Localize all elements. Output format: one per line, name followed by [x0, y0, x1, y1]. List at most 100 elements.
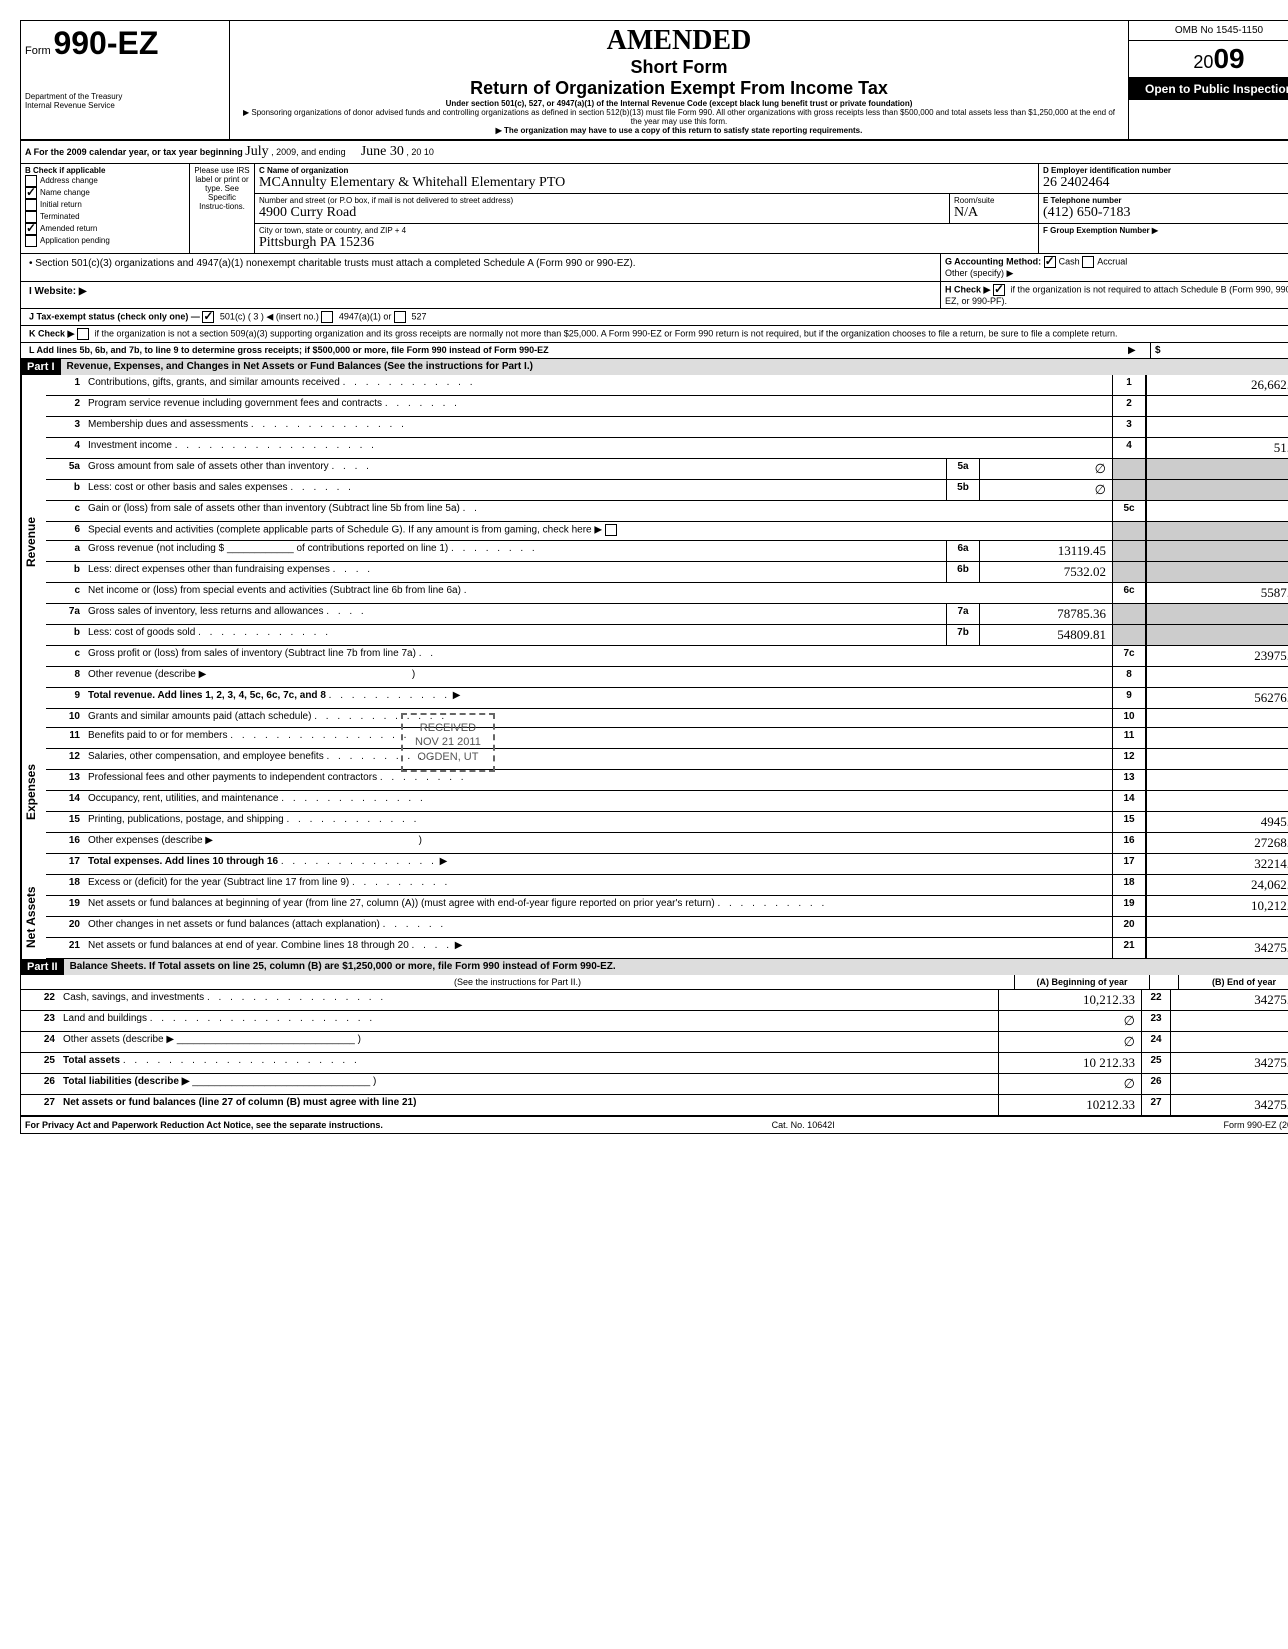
l6a-amt: 13119.45 [979, 541, 1112, 561]
part1-title: Revenue, Expenses, and Changes in Net As… [61, 359, 1288, 375]
l17-amt: 32214.01 [1146, 854, 1288, 874]
l2-desc: Program service revenue including govern… [88, 398, 382, 409]
part1-header-row: Part I Revenue, Expenses, and Changes in… [21, 359, 1288, 375]
received-stamp: RECEIVED NOV 21 2011 OGDEN, UT [401, 713, 495, 772]
cb-h[interactable] [993, 284, 1005, 296]
j-501c: 501(c) ( 3 ) ◀ (insert no.) [220, 311, 319, 321]
footer-left: For Privacy Act and Paperwork Reduction … [25, 1120, 383, 1130]
l8-amt: ∅ [1146, 667, 1288, 687]
footer-right: Form 990-EZ (2009) [1223, 1120, 1288, 1130]
l14-amt: ∅ [1146, 791, 1288, 811]
stamp-l1: RECEIVED [415, 721, 481, 735]
line-a-end: June 30 [361, 144, 404, 159]
part2-header-row: Part II Balance Sheets. If Total assets … [21, 959, 1288, 975]
cb-cash[interactable] [1044, 256, 1056, 268]
cb-k[interactable] [77, 328, 89, 340]
k-text: if the organization is not a section 509… [94, 328, 1117, 338]
e-label: E Telephone number [1043, 196, 1122, 205]
return-title: Return of Organization Exempt From Incom… [238, 78, 1120, 99]
l12-amt: ∅ [1146, 749, 1288, 769]
l5a-desc: Gross amount from sale of assets other t… [88, 461, 329, 472]
part2-label: Part II [21, 959, 64, 975]
cb-gaming[interactable] [605, 524, 617, 536]
line-a-year: , 20 10 [406, 147, 434, 157]
please-use-label: Please use IRS label or print or type. S… [190, 164, 255, 253]
cb-accrual[interactable] [1082, 256, 1094, 268]
phone: (412) 650-7183 [1043, 205, 1288, 221]
l7a-desc: Gross sales of inventory, less returns a… [88, 606, 323, 617]
l5c-amt: ∅ [1146, 501, 1288, 521]
l16-desc: Other expenses (describe ▶ [88, 835, 213, 846]
cb-application-pending[interactable] [25, 235, 37, 247]
l21-amt: 34275.05 [1146, 938, 1288, 958]
l14-desc: Occupancy, rent, utilities, and maintena… [88, 793, 278, 804]
cb-4947[interactable] [321, 311, 333, 323]
l-arrow: ▶ [1126, 343, 1150, 358]
b23-b: ∅ [1170, 1011, 1288, 1031]
org-street: 4900 Curry Road [259, 205, 945, 221]
subtitle2: ▶ Sponsoring organizations of donor advi… [238, 108, 1120, 126]
tax-exempt-row: J Tax-exempt status (check only one) — 5… [21, 309, 1288, 326]
l9-amt: 56276.73 [1146, 688, 1288, 708]
l9-desc: Total revenue. Add lines 1, 2, 3, 4, 5c,… [88, 690, 326, 701]
b-item-2: Initial return [40, 200, 82, 209]
line-a-label: A For the 2009 calendar year, or tax yea… [25, 147, 243, 157]
b-item-3: Terminated [40, 212, 80, 221]
b-item-1: Name change [40, 188, 90, 197]
l11-amt: ∅ [1146, 728, 1288, 748]
b-item-0: Address change [40, 176, 98, 185]
c-name-label: C Name of organization [259, 166, 348, 175]
g-cash: Cash [1059, 256, 1080, 266]
form-number: 990-EZ [53, 25, 158, 61]
l1-amt: 26,662.61 [1146, 375, 1288, 395]
b27-b: 34275.05 [1170, 1095, 1288, 1115]
short-form-title: Short Form [631, 57, 728, 77]
b27-desc: Net assets or fund balances (line 27 of … [63, 1097, 416, 1108]
l6b-amt: 7532.02 [979, 562, 1112, 582]
l13-desc: Professional fees and other payments to … [88, 772, 377, 783]
line-l-row: L Add lines 5b, 6b, and 7b, to line 9 to… [21, 343, 1288, 359]
stamp-l3: OGDEN, UT [415, 750, 481, 764]
l19-amt: 10,212.33 [1146, 896, 1288, 916]
stamp-l2: NOV 21 2011 [415, 735, 481, 749]
b-item-5: Application pending [40, 236, 110, 245]
l16-amt: 27268.28 [1146, 833, 1288, 853]
line-a-mid: , 2009, and ending [271, 147, 346, 157]
b24-b: ∅ [1170, 1032, 1288, 1052]
org-city: Pittsburgh PA 15236 [259, 235, 1034, 251]
b26-desc: Total liabilities (describe ▶ [63, 1076, 189, 1087]
l3-desc: Membership dues and assessments [88, 419, 248, 430]
netassets-vert-label: Net Assets [21, 875, 46, 959]
l5a-amt: ∅ [979, 459, 1112, 479]
l7b-amt: 54809.81 [979, 625, 1112, 645]
cb-initial-return[interactable] [25, 199, 37, 211]
l20-amt: ∅ [1146, 917, 1288, 937]
l7b-desc: Less: cost of goods sold [88, 627, 195, 638]
l11-desc: Benefits paid to or for members [88, 730, 228, 741]
revenue-section: Revenue 1Contributions, gifts, grants, a… [21, 375, 1288, 709]
cb-501c[interactable] [202, 311, 214, 323]
cb-amended[interactable] [25, 223, 37, 235]
org-room: N/A [954, 205, 1034, 221]
form-label: Form [25, 45, 51, 57]
l21-desc: Net assets or fund balances at end of ye… [88, 940, 409, 951]
b22-desc: Cash, savings, and investments [63, 992, 204, 1003]
i-label: I Website: ▶ [29, 286, 87, 297]
l6b-desc: Less: direct expenses other than fundrai… [88, 564, 330, 575]
subtitle1: Under section 501(c), 527, or 4947(a)(1)… [238, 99, 1120, 108]
b22-a: 10,212.33 [998, 990, 1141, 1010]
cb-527[interactable] [394, 311, 406, 323]
netassets-section: Net Assets 18Excess or (deficit) for the… [21, 875, 1288, 959]
cb-name-change[interactable] [25, 187, 37, 199]
b25-a: 10 212.33 [998, 1053, 1141, 1073]
b-item-4: Amended return [40, 224, 97, 233]
section-b-title: B Check if applicable [25, 166, 105, 175]
k-label: K Check ▶ [29, 328, 74, 338]
sched-a-row: • Section 501(c)(3) organizations and 49… [21, 254, 1288, 282]
line-a-begin: July [245, 144, 268, 159]
l13-amt: ∅ [1146, 770, 1288, 790]
l7c-amt: 23975.55 [1146, 646, 1288, 666]
l18-desc: Excess or (deficit) for the year (Subtra… [88, 877, 349, 888]
line-k-row: K Check ▶ if the organization is not a s… [21, 326, 1288, 343]
b25-b: 34275.05 [1170, 1053, 1288, 1073]
